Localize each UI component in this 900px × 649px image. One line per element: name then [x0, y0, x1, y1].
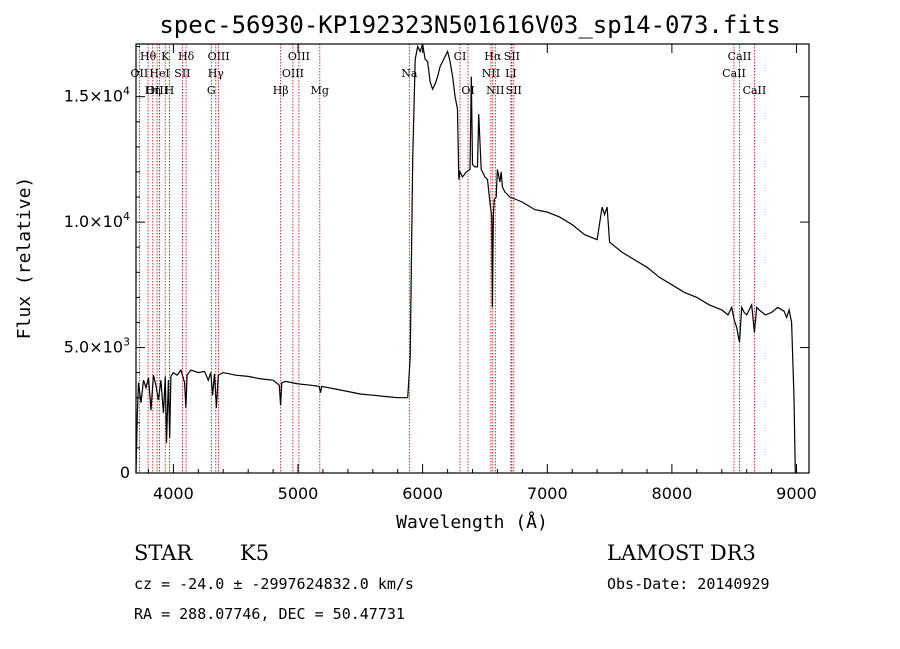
line-marker-label-2: OIII	[146, 84, 168, 97]
chart-title: spec-56930-KP192323N501616V03_sp14-073.f…	[159, 11, 780, 39]
line-marker-label-8: Hδ	[178, 50, 195, 63]
line-marker-label-7: H	[165, 84, 175, 97]
line-marker-label-21: NII	[482, 67, 500, 80]
x-axis-ticks: 4000 5000 6000 7000 8000 9000	[148, 44, 817, 503]
y-tick-label-2: 1.0×104	[64, 210, 130, 231]
survey-name: LAMOST DR3	[607, 541, 756, 565]
y-tick-label-1: 5.0×103	[64, 336, 130, 357]
line-marker-label-10: Hγ	[208, 67, 225, 80]
line-markers	[138, 44, 755, 473]
line-marker-label-4: K	[161, 50, 170, 63]
line-marker-label-24: SII	[506, 84, 522, 97]
x-axis-label: Wavelength (Å)	[396, 511, 548, 533]
line-marker-label-13: OIII	[282, 67, 304, 80]
line-marker-label-0: Hθ	[140, 50, 157, 63]
line-marker-label-11: G	[207, 84, 216, 97]
y-axis-ticks: 0 5.0×103 1.0×104 1.5×104	[64, 46, 809, 482]
x-tick-label-2: 6000	[402, 484, 443, 503]
x-tick-label-0: 4000	[153, 484, 194, 503]
line-marker-label-1: OII	[131, 67, 149, 80]
x-tick-label-3: 7000	[527, 484, 568, 503]
y-axis-label: Flux (relative)	[14, 177, 35, 340]
line-marker-label-18: OI	[461, 84, 474, 97]
line-marker-label-3: Hη	[145, 84, 161, 97]
object-subclass: K5	[240, 541, 269, 565]
x-tick-label-1: 5000	[278, 484, 319, 503]
line-marker-label-26: CaII	[722, 67, 746, 80]
line-marker-label-17: CI	[454, 50, 467, 63]
line-marker-label-25: CaII	[728, 50, 752, 63]
obs-date: Obs-Date: 20140929	[607, 575, 770, 593]
object-class: STAR	[134, 541, 193, 565]
line-marker-label-27: CaII	[743, 84, 767, 97]
y-tick-label-3: 1.5×104	[64, 85, 130, 106]
line-marker-label-9: OIII	[208, 50, 230, 63]
line-marker-label-14: Hβ	[273, 84, 289, 97]
line-marker-label-6: SII	[174, 67, 190, 80]
line-marker-label-19: Hα	[484, 50, 502, 63]
line-marker-label-20: SII	[504, 50, 520, 63]
coordinates: RA = 288.07746, DEC = 50.47731	[134, 605, 405, 623]
line-marker-label-16: Na	[401, 67, 418, 80]
line-marker-label-15: Mg	[311, 84, 329, 97]
y-tick-label-0: 0	[120, 463, 130, 482]
line-marker-label-23: NII	[486, 84, 504, 97]
x-tick-label-4: 8000	[652, 484, 693, 503]
line-marker-label-5: HeI	[149, 67, 169, 80]
plot-frame	[135, 43, 810, 474]
line-marker-label-12: OIII	[288, 50, 310, 63]
x-tick-label-5: 9000	[776, 484, 817, 503]
line-marker-label-22: LI	[505, 67, 517, 80]
redshift-info: cz = -24.0 ± -2997624832.0 km/s	[134, 575, 414, 593]
flux-series-line	[135, 43, 796, 474]
